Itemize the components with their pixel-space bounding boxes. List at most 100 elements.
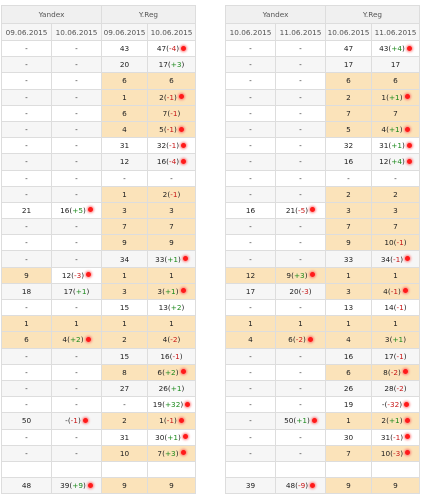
- position-change: -2: [170, 335, 178, 345]
- position-value: -: [25, 60, 28, 70]
- change-indicator-dot-icon: [402, 369, 408, 375]
- position-value: 31: [379, 141, 389, 151]
- position-value: 43: [119, 44, 130, 54]
- position-value: -: [299, 44, 302, 54]
- position-value: 2: [346, 189, 351, 199]
- position-cell-yandex-prev: 48: [1, 477, 52, 495]
- position-value: 1: [346, 416, 351, 426]
- position-value: -: [25, 92, 28, 102]
- position-value: -: [25, 141, 28, 151]
- position-cell-yreg-prev: 6: [101, 104, 148, 122]
- position-value: 6: [346, 76, 351, 86]
- position-cell-yandex-prev: -: [225, 363, 276, 381]
- position-change: -1: [396, 303, 404, 313]
- position-value: 39: [245, 481, 256, 491]
- position-change: -1: [166, 92, 174, 102]
- position-cell-yandex-curr: -: [275, 88, 326, 106]
- position-value: 47: [343, 44, 354, 54]
- date-header: 10.06.2015: [51, 23, 102, 41]
- group-header-yandex: Yandex: [225, 5, 326, 24]
- position-value: 2: [162, 189, 168, 199]
- table-row: - - 7 7: [1, 218, 196, 236]
- table-row: - - 6 8(-2): [225, 363, 420, 381]
- date-header: 10.06.2015: [225, 23, 276, 41]
- position-change: +1: [388, 125, 400, 135]
- position-cell-yandex-curr: -: [275, 444, 326, 462]
- position-value: 2: [393, 189, 398, 199]
- position-value: 7: [393, 222, 398, 232]
- position-value: -: [75, 44, 78, 54]
- position-change: +4: [391, 44, 403, 54]
- position-value: 20: [289, 286, 299, 296]
- position-value: 1: [122, 270, 127, 280]
- table-row: 39 48(-9) 9 9: [225, 477, 420, 495]
- position-value: 6: [122, 108, 127, 118]
- position-value: 6: [122, 76, 127, 86]
- date-header: 10.06.2015: [325, 23, 372, 41]
- position-value: 17: [343, 60, 354, 70]
- position-cell-yreg-curr: 2(-1): [147, 88, 196, 106]
- position-value: -: [394, 173, 397, 183]
- position-value: 1: [393, 270, 398, 280]
- position-cell-yandex-prev: -: [1, 218, 52, 236]
- position-change: +1: [392, 335, 404, 345]
- position-cell-yreg-prev: 4: [101, 120, 148, 139]
- table-row: 18 17(+1) 3 3(+1): [1, 282, 196, 301]
- table-row: - -1 2(-1): [1, 88, 196, 106]
- table-row: - - 34 33(+1): [1, 250, 196, 268]
- position-cell-yandex-curr: -: [51, 250, 102, 268]
- position-cell-yandex-prev: 9: [1, 266, 52, 284]
- position-cell-yreg-curr: 10(-3): [371, 444, 420, 462]
- position-value: -: [249, 351, 252, 361]
- position-cell-yandex-prev: -: [225, 234, 276, 252]
- position-value: 6: [346, 367, 351, 377]
- position-change: -5: [298, 205, 306, 215]
- position-value: 47: [156, 44, 167, 54]
- table-row: 48 39(+9) 9 9: [1, 477, 196, 495]
- position-value: -: [249, 400, 252, 410]
- position-cell-yandex-prev: -: [225, 379, 276, 398]
- position-cell-yandex-curr: -: [51, 120, 102, 139]
- position-value: 20: [119, 60, 130, 70]
- position-cell-yreg-curr: 1(+1): [371, 88, 420, 106]
- position-value: 1: [24, 319, 29, 329]
- position-cell-yandex-curr: 6(-2): [275, 331, 326, 349]
- change-indicator-dot-icon: [404, 417, 410, 423]
- position-cell-yreg-prev: 4: [325, 331, 372, 349]
- position-change: +1: [391, 141, 403, 151]
- position-cell-yreg-prev: 19: [325, 396, 372, 414]
- position-value: 4: [381, 125, 387, 135]
- position-cell-yreg-curr: 43(+4): [371, 39, 420, 58]
- position-value: 48: [285, 481, 296, 491]
- position-cell-yreg-curr: 5(-1): [147, 120, 196, 139]
- position-cell-yreg-prev: 2: [325, 185, 372, 203]
- change-indicator-dot-icon: [178, 126, 184, 132]
- change-indicator-dot-icon: [181, 45, 187, 51]
- position-cell-yandex-curr: -: [275, 153, 326, 171]
- position-cell-yandex-prev: -: [1, 88, 52, 106]
- position-cell-yandex-curr: 21(-5): [275, 201, 326, 220]
- position-cell-yreg-prev: 1: [101, 185, 148, 203]
- position-cell-yandex-curr: -: [275, 39, 326, 58]
- position-value: -: [75, 400, 78, 410]
- position-table: Yandex Y.Reg 10.06.2015 11.06.2015 10.06…: [225, 5, 420, 495]
- change-indicator-dot-icon: [404, 401, 410, 407]
- position-value: 9: [169, 481, 174, 491]
- table-row: - - 43 47(-4): [1, 39, 196, 58]
- position-value: -: [25, 173, 28, 183]
- position-value: 1: [122, 92, 127, 102]
- position-value: 26: [343, 384, 354, 394]
- date-header: 11.06.2015: [275, 23, 326, 41]
- position-value: 16: [343, 157, 354, 167]
- position-value: 1: [346, 270, 351, 280]
- right-position-table-panel: Yandex Y.Reg 10.06.2015 11.06.2015 10.06…: [225, 5, 420, 495]
- position-value: 17: [390, 60, 401, 70]
- position-cell-yreg-prev: 31: [101, 137, 148, 155]
- position-cell-yandex-curr: -: [51, 428, 102, 446]
- position-value: -: [249, 432, 252, 442]
- position-value: 15: [119, 303, 130, 313]
- position-value: 34: [380, 254, 391, 264]
- position-cell-yreg-curr: 1: [147, 266, 196, 284]
- position-change: -1: [170, 108, 178, 118]
- position-change: +1: [296, 416, 308, 426]
